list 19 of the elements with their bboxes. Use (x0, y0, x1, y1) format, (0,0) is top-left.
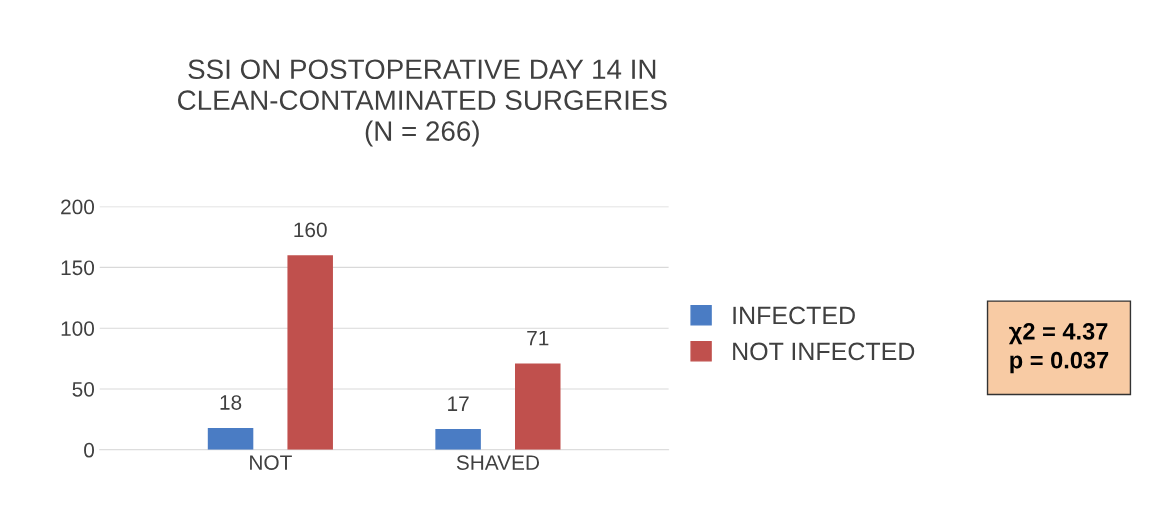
data-label: 17 (448, 396, 469, 411)
data-label: 160 (294, 222, 327, 238)
text: χ2 = 4.37 p = 0.037 (1008, 322, 1109, 374)
bar (435, 429, 481, 450)
x-tick-label: NOT (250, 455, 292, 470)
legend-label: NOT INFECTED (733, 342, 915, 361)
bar (207, 427, 254, 450)
y-tick-label: 100 (61, 321, 95, 336)
y-tick-label: 200 (61, 199, 95, 215)
data-label: 18 (220, 395, 242, 410)
y-tick-label: 150 (61, 260, 95, 276)
chart-title: SSI ON POSTOPERATIVE DAY 14 IN CLEAN-CONTAMINATED SURGERIES (N = 266) (178, 59, 667, 147)
bar (287, 255, 333, 450)
legend-label: INFECTED (733, 306, 855, 325)
data-label: 71 (527, 330, 549, 346)
bar (515, 363, 561, 450)
y-tick-label: 0 (84, 442, 95, 458)
x-tick-label: SHAVED (456, 455, 540, 470)
y-tick-label: 50 (72, 381, 95, 397)
